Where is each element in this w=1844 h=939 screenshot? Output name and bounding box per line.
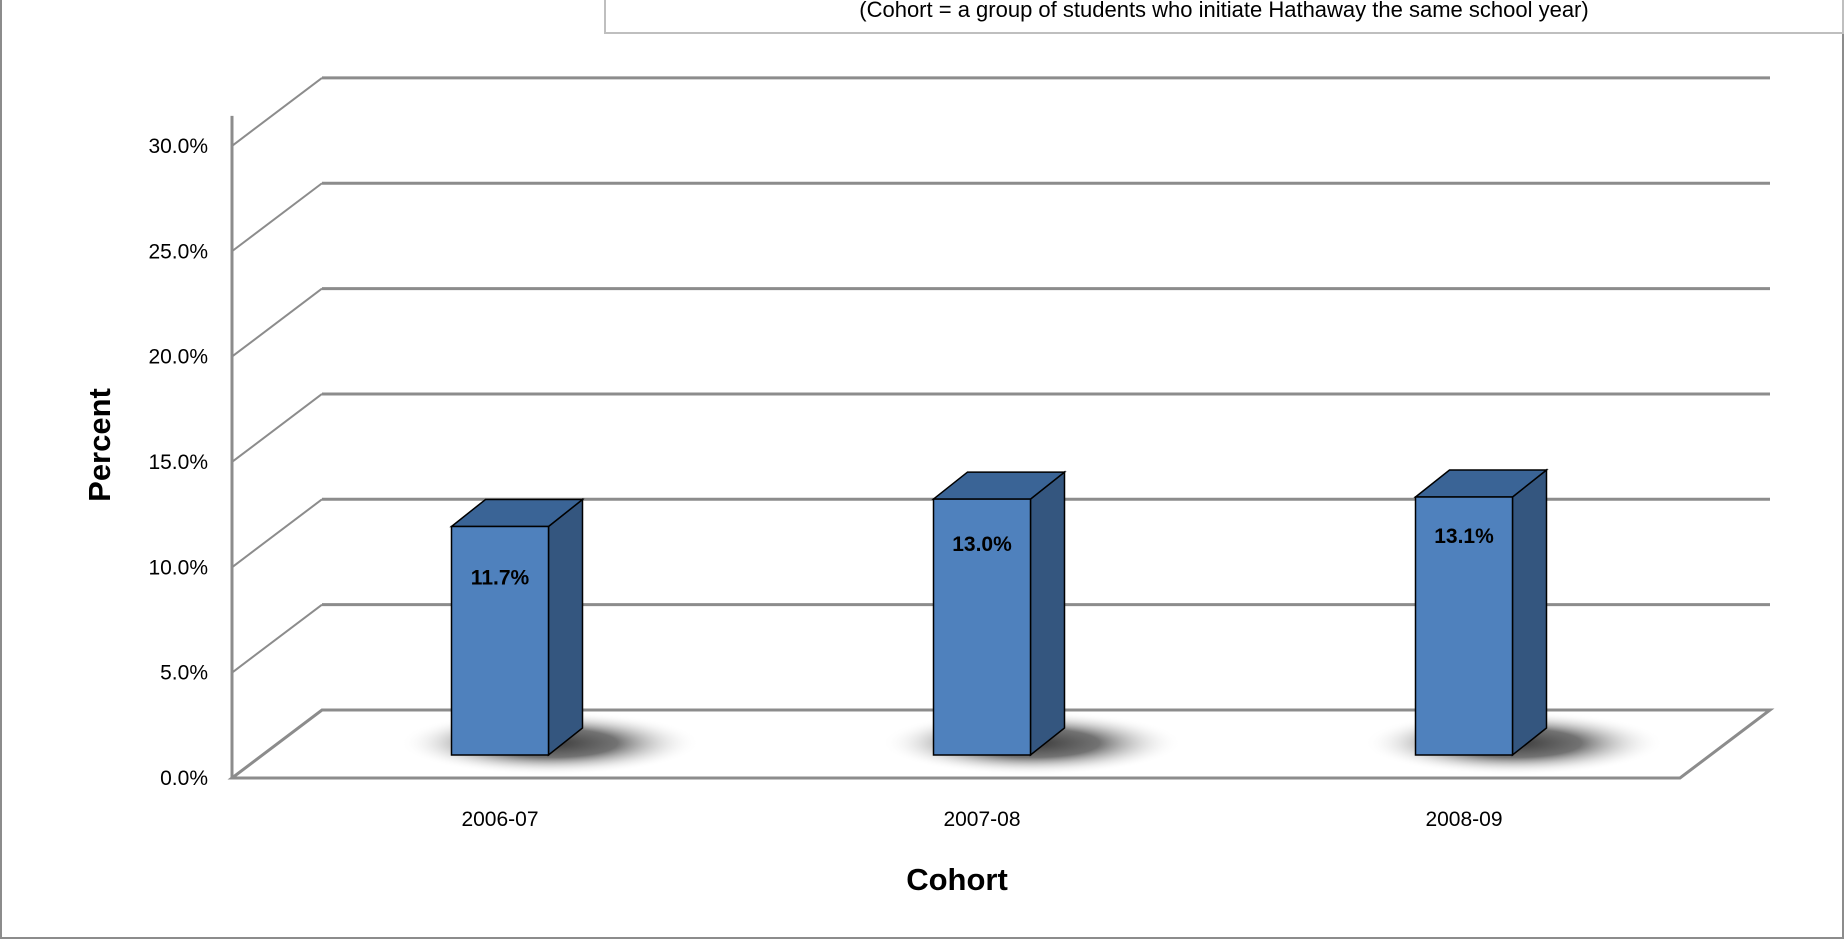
y-tick-label: 5.0% bbox=[160, 662, 208, 685]
chart-subtitle: (Cohort = a group of students who initia… bbox=[859, 0, 1589, 22]
gridline-diagonal bbox=[231, 182, 323, 253]
x-axis-ticks: 2006-07 2007-08 2008-09 bbox=[461, 808, 1502, 831]
y-tick-label: 10.0% bbox=[148, 556, 208, 579]
y-tick-label: 0.0% bbox=[160, 767, 208, 790]
y-tick-label: 25.0% bbox=[148, 240, 208, 263]
chart-subtitle-box: (Cohort = a group of students who initia… bbox=[604, 0, 1844, 34]
data-label: 13.1% bbox=[1434, 525, 1494, 548]
y-axis-ticks: 0.0% 5.0% 10.0% 15.0% 20.0% 25.0% 30.0% bbox=[148, 135, 208, 790]
data-label: 11.7% bbox=[471, 566, 530, 589]
y-tick-label: 15.0% bbox=[148, 451, 208, 474]
x-axis-title: Cohort bbox=[906, 862, 1008, 897]
y-axis-title: Percent bbox=[82, 388, 117, 502]
x-tick-label: 2008-09 bbox=[1425, 808, 1502, 831]
x-tick-label: 2006-07 bbox=[461, 808, 538, 831]
gridline-diagonal bbox=[231, 393, 323, 463]
gridline-diagonal bbox=[231, 603, 323, 674]
bar bbox=[450, 525, 550, 756]
bar-side bbox=[1029, 470, 1066, 757]
bar-side bbox=[1511, 468, 1548, 757]
gridline-diagonal bbox=[231, 77, 323, 147]
bar bbox=[1414, 496, 1514, 756]
data-label: 13.0% bbox=[952, 533, 1012, 556]
bar bbox=[932, 498, 1032, 756]
gridline-diagonal bbox=[231, 498, 323, 569]
y-tick-label: 20.0% bbox=[148, 346, 208, 369]
bar-side bbox=[547, 497, 584, 757]
x-tick-label: 2007-08 bbox=[943, 808, 1020, 831]
y-tick-label: 30.0% bbox=[148, 135, 208, 158]
bars: 11.7% 13.0% 13.1% bbox=[400, 468, 1664, 775]
gridline-diagonal bbox=[231, 287, 323, 358]
